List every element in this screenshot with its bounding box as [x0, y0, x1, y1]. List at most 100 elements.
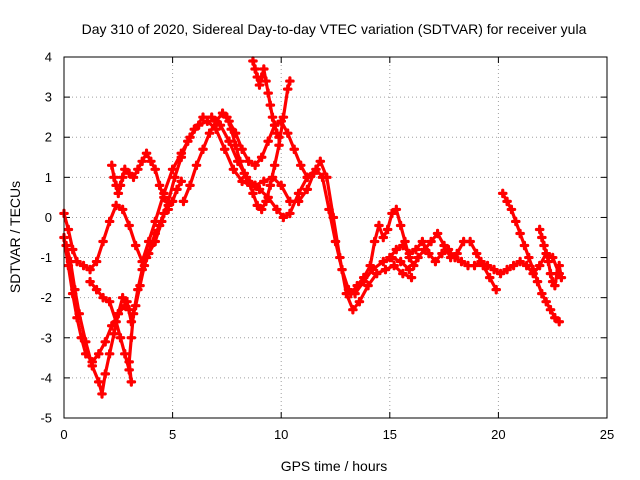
data-point: [150, 228, 161, 239]
data-point: [87, 357, 98, 367]
data-point: [93, 377, 104, 387]
data-point: [250, 64, 260, 74]
data-point: [269, 120, 280, 130]
data-point: [395, 256, 406, 267]
data-point: [78, 260, 89, 271]
data-point: [202, 116, 213, 126]
data-point: [374, 220, 384, 231]
y-tick-labels: -5 -4 -3 -2 -1 0 1 2 3 4: [40, 50, 52, 426]
data-point: [547, 252, 558, 263]
data-point: [465, 236, 475, 247]
data-point: [335, 252, 345, 263]
data-point: [274, 140, 284, 151]
data-point: [276, 180, 286, 191]
data-point: [419, 244, 430, 255]
data-point: [85, 276, 95, 287]
data-point: [198, 144, 208, 155]
data-point: [104, 216, 115, 227]
data-point: [126, 332, 137, 343]
data-point: [352, 280, 363, 291]
data-point: [380, 264, 391, 275]
data-point: [256, 204, 267, 215]
series-track-f: [178, 108, 313, 207]
data-point: [224, 136, 234, 147]
data-point: [552, 268, 562, 279]
data-point: [120, 349, 130, 359]
data-point: [141, 252, 152, 263]
data-point: [322, 172, 332, 183]
data-point: [369, 236, 380, 247]
data-point: [141, 148, 152, 159]
data-point: [269, 160, 280, 171]
data-point: [91, 256, 102, 267]
data-point: [261, 76, 271, 86]
data-point: [328, 212, 339, 223]
data-point: [137, 264, 147, 275]
y-tick-label: 4: [45, 50, 52, 65]
data-point: [345, 288, 356, 299]
data-point: [154, 180, 165, 191]
data-point: [519, 240, 530, 251]
data-point: [133, 164, 143, 175]
data-point: [537, 288, 547, 299]
data-point: [308, 168, 319, 179]
data-point: [167, 196, 178, 207]
x-tick-label: 15: [383, 427, 397, 442]
data-point: [515, 256, 525, 267]
data-point: [439, 240, 449, 251]
chart-title: Day 310 of 2020, Sidereal Day-to-day VTE…: [82, 21, 587, 37]
data-point: [515, 228, 525, 239]
data-point: [365, 260, 376, 271]
data-point: [430, 256, 441, 267]
data-point: [315, 156, 326, 167]
data-point: [265, 180, 276, 191]
series-track-g: [222, 76, 295, 215]
series-track-l: [534, 224, 567, 291]
series-line: [225, 79, 292, 211]
data-point: [111, 316, 121, 327]
data-point: [243, 176, 254, 187]
data-point: [506, 204, 517, 215]
data-point: [426, 236, 436, 247]
y-tick-label: 2: [45, 130, 52, 145]
data-point: [228, 164, 239, 175]
data-point: [478, 260, 488, 271]
data-point: [211, 124, 221, 134]
data-point: [534, 260, 545, 271]
data-point: [150, 164, 161, 175]
data-point: [391, 204, 402, 215]
data-point: [248, 188, 258, 199]
data-point: [124, 357, 134, 367]
data-point: [159, 208, 169, 219]
data-point: [554, 316, 565, 327]
data-point: [539, 240, 549, 251]
data-point: [91, 284, 102, 295]
data-point: [510, 216, 521, 227]
data-point: [97, 389, 107, 399]
data-point: [537, 232, 547, 243]
data-point: [248, 56, 258, 66]
data-point: [146, 240, 156, 251]
data-point: [250, 160, 260, 171]
y-tick-label: -5: [40, 411, 52, 426]
data-point: [217, 108, 228, 118]
data-point: [109, 172, 119, 183]
data-point: [67, 244, 78, 255]
data-point: [358, 272, 369, 283]
data-point: [302, 172, 313, 183]
data-point: [163, 200, 174, 211]
data-point: [254, 80, 265, 90]
data-point: [76, 332, 87, 343]
data-point: [408, 260, 419, 271]
data-point: [85, 264, 95, 275]
data-point: [259, 64, 269, 74]
x-tick-labels: 0 5 10 15 20 25: [60, 427, 614, 442]
data-point: [106, 160, 117, 171]
data-point: [130, 240, 141, 251]
data-point: [285, 208, 295, 219]
data-point: [432, 228, 443, 239]
data-point: [215, 120, 226, 130]
data-point: [437, 248, 447, 259]
data-point: [263, 136, 273, 147]
x-tick-label: 25: [600, 427, 614, 442]
